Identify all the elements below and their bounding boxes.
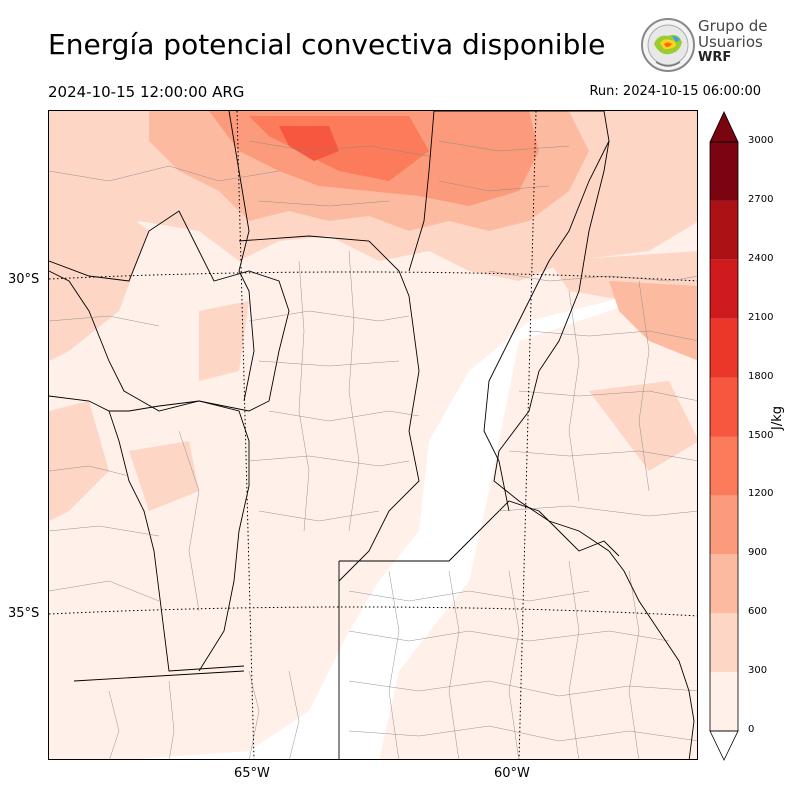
colorbar: 0 300 600 900 1200 1500 1800 2100 2400 2700 3000 [708,110,798,770]
map-canvas [49,111,697,759]
colorbar-swatch [710,318,738,378]
lon-label-60w: 60°W [494,766,530,781]
colorbar-tick-label: 2700 [748,193,774,205]
colorbar-tick-label: 3000 [748,135,774,146]
colorbar-tick-label: 600 [748,606,768,618]
colorbar-swatch [710,259,738,319]
colorbar-swatch [710,672,738,731]
colorbar-swatch [710,495,738,555]
colorbar-swatch [710,613,738,673]
logo-text-line3: WRF [698,50,732,65]
colorbar-unit: J/kg [770,406,785,430]
colorbar-tick-label: 1200 [748,488,774,500]
colorbar-swatch [710,200,738,260]
run-time: Run: 2024-10-15 06:00:00 [589,84,761,99]
colorbar-tick-label: 1800 [748,370,774,382]
cape-map [48,110,698,760]
department-boundaries [49,140,697,759]
logo-text-line1: Grupo de [698,17,768,35]
colorbar-swatch [710,436,738,496]
colorbar-tick-label: 2100 [748,311,774,323]
lon-label-65w: 65°W [234,766,270,781]
colorbar-swatches [709,111,739,761]
colorbar-extend-top [709,111,739,143]
colorbar-tick-label: 0 [748,724,755,735]
valid-time: 2024-10-15 12:00:00 ARG [48,83,245,101]
colorbar-tick-label: 2400 [748,252,774,264]
colorbar-tick-label: 1500 [748,429,774,441]
lat-label-35s: 35°S [8,606,40,621]
wrf-globe-icon [641,18,695,72]
colorbar-tick-label: 900 [748,547,768,559]
lat-label-30s: 30°S [8,272,40,287]
graticule [49,111,697,759]
logo-text-line2: Usuarios [698,33,763,51]
cape-shading [49,111,697,759]
coastline [493,140,695,759]
colorbar-tick-label: 300 [748,665,768,677]
colorbar-extend-bottom [709,730,739,761]
map-title: Energía potencial convectiva disponible [48,28,606,61]
colorbar-swatch [710,142,738,201]
wrf-logo: Grupo de Usuarios WRF [640,16,770,74]
colorbar-swatch [710,554,738,614]
colorbar-swatch [710,377,738,437]
province-boundaries [49,111,620,759]
